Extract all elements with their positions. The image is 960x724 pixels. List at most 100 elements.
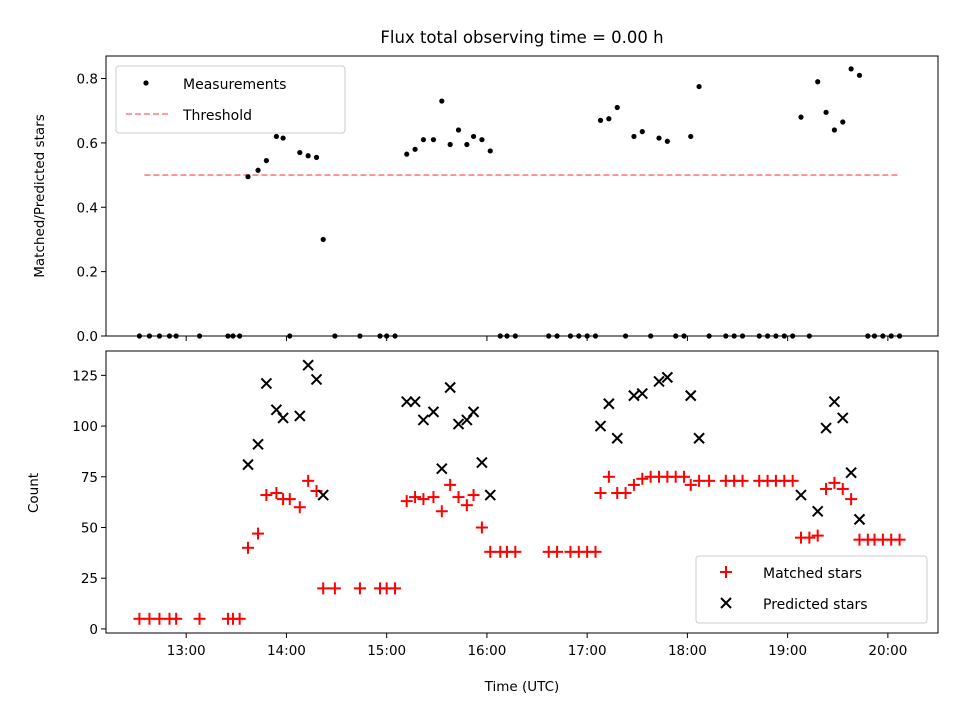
predicted-stars-point bbox=[476, 456, 488, 469]
x-tick-label: 13:00 bbox=[167, 643, 206, 659]
legend-threshold-label: Threshold bbox=[182, 108, 252, 124]
measurement-point bbox=[404, 151, 410, 157]
predicted-stars-point bbox=[661, 371, 674, 384]
matched-stars-point bbox=[317, 582, 330, 595]
legend-measurements-marker bbox=[143, 80, 149, 86]
matched-stars-point bbox=[302, 474, 315, 487]
x-axis-label: Time (UTC) bbox=[484, 679, 560, 695]
measurement-point bbox=[639, 129, 645, 135]
measurement-point bbox=[447, 141, 453, 148]
predicted-stars-point bbox=[401, 396, 413, 408]
measurement-point bbox=[798, 114, 804, 120]
matched-stars-point bbox=[460, 499, 473, 512]
predicted-stars-point bbox=[820, 422, 832, 434]
predicted-stars-point bbox=[685, 389, 697, 402]
measurement-point bbox=[420, 137, 427, 143]
predicted-stars-point bbox=[845, 467, 857, 479]
count-y-tick-label: 100 bbox=[72, 419, 98, 435]
measurement-point bbox=[664, 138, 670, 144]
matched-stars-point bbox=[828, 476, 841, 489]
ratio-y-axis-label: Matched/Predicted stars bbox=[32, 114, 48, 277]
measurement-point bbox=[305, 153, 311, 159]
predicted-stars-point bbox=[461, 414, 473, 426]
matched-stars-point bbox=[678, 470, 691, 483]
matched-stars-point bbox=[153, 612, 166, 625]
matched-stars-point bbox=[233, 612, 246, 625]
ratio-y-tick-label: 0.2 bbox=[77, 265, 98, 281]
predicted-stars-point bbox=[484, 489, 496, 501]
count-legend: Matched stars Predicted stars bbox=[695, 555, 928, 624]
matched-stars-point bbox=[627, 478, 640, 491]
ratio-y-tick-label: 0.4 bbox=[77, 200, 98, 216]
predicted-stars-point bbox=[837, 412, 849, 424]
predicted-stars-point bbox=[611, 432, 623, 444]
ratio-legend: Measurements Threshold bbox=[115, 65, 346, 134]
matched-stars-point bbox=[602, 470, 615, 483]
ratio-axes-frame bbox=[105, 55, 939, 337]
count-y-tick-label: 125 bbox=[72, 368, 98, 384]
count-y-tick-label: 75 bbox=[81, 470, 98, 486]
matched-stars-point bbox=[435, 505, 448, 518]
ratio-y-tick-label: 0.0 bbox=[77, 329, 98, 345]
x-tick-label: 18:00 bbox=[668, 643, 707, 659]
matched-stars-point bbox=[484, 545, 497, 558]
predicted-stars-point bbox=[828, 396, 841, 408]
count-x-ticks: 13:00 14:00 15:00 16:00 17:00 18:00 19:00 20:00 bbox=[167, 633, 907, 659]
matched-stars-point bbox=[636, 472, 649, 485]
matched-stars-point bbox=[417, 493, 430, 506]
measurement-point bbox=[245, 174, 251, 180]
matched-stars-point bbox=[475, 521, 488, 534]
count-y-ticks: 0 25 50 75 100 125 bbox=[72, 368, 106, 638]
count-axes-frame bbox=[105, 350, 939, 634]
measurement-point bbox=[606, 116, 612, 122]
predicted-stars-point bbox=[853, 513, 866, 526]
measurement-point bbox=[848, 66, 854, 72]
predicted-stars-point bbox=[317, 489, 329, 501]
predicted-stars-point bbox=[653, 375, 665, 388]
x-tick-label: 16:00 bbox=[467, 643, 506, 659]
predicted-stars-point bbox=[409, 396, 421, 408]
matched-stars-point bbox=[328, 582, 341, 595]
matched-stars-point bbox=[409, 491, 422, 504]
x-tick-label: 19:00 bbox=[768, 643, 807, 659]
matched-stars-point bbox=[260, 489, 273, 502]
matched-stars-point bbox=[242, 541, 255, 554]
measurement-point bbox=[280, 135, 286, 141]
predicted-stars-point bbox=[594, 420, 607, 432]
predicted-stars-point bbox=[242, 458, 254, 471]
matched-stars-point bbox=[389, 582, 402, 595]
legend-predicted-marker bbox=[720, 597, 732, 609]
x-tick-label: 17:00 bbox=[568, 643, 607, 659]
matched-stars-point bbox=[693, 474, 706, 487]
matched-stars-point bbox=[452, 491, 465, 504]
matched-stars-point bbox=[811, 529, 824, 542]
count-series bbox=[133, 359, 906, 625]
x-tick-label: 20:00 bbox=[868, 643, 907, 659]
matched-stars-point bbox=[803, 531, 816, 544]
matched-stars-point bbox=[703, 474, 716, 487]
matched-stars-point bbox=[893, 533, 906, 546]
matched-stars-point bbox=[170, 612, 183, 625]
measurement-point bbox=[263, 157, 269, 164]
predicted-stars-point bbox=[636, 387, 648, 400]
predicted-stars-point bbox=[436, 462, 448, 475]
matched-stars-point bbox=[786, 474, 799, 487]
matched-stars-point bbox=[467, 489, 480, 502]
predicted-stars-point bbox=[795, 489, 807, 501]
matched-stars-point bbox=[270, 487, 283, 500]
predicted-stars-point bbox=[302, 359, 314, 371]
predicted-stars-point bbox=[270, 404, 283, 416]
count-y-tick-label: 25 bbox=[81, 571, 98, 587]
matched-stars-point bbox=[252, 527, 265, 540]
measurement-point bbox=[597, 117, 604, 123]
measurement-point bbox=[439, 98, 445, 104]
measurement-point bbox=[297, 149, 303, 156]
measurement-point bbox=[412, 146, 418, 152]
matched-stars-point bbox=[400, 495, 413, 508]
legend-measurements-label: Measurements bbox=[183, 77, 286, 93]
matched-stars-point bbox=[836, 482, 849, 495]
matched-stars-point bbox=[193, 612, 206, 625]
matched-stars-point bbox=[845, 493, 858, 506]
legend-matched-label: Matched stars bbox=[763, 566, 862, 582]
